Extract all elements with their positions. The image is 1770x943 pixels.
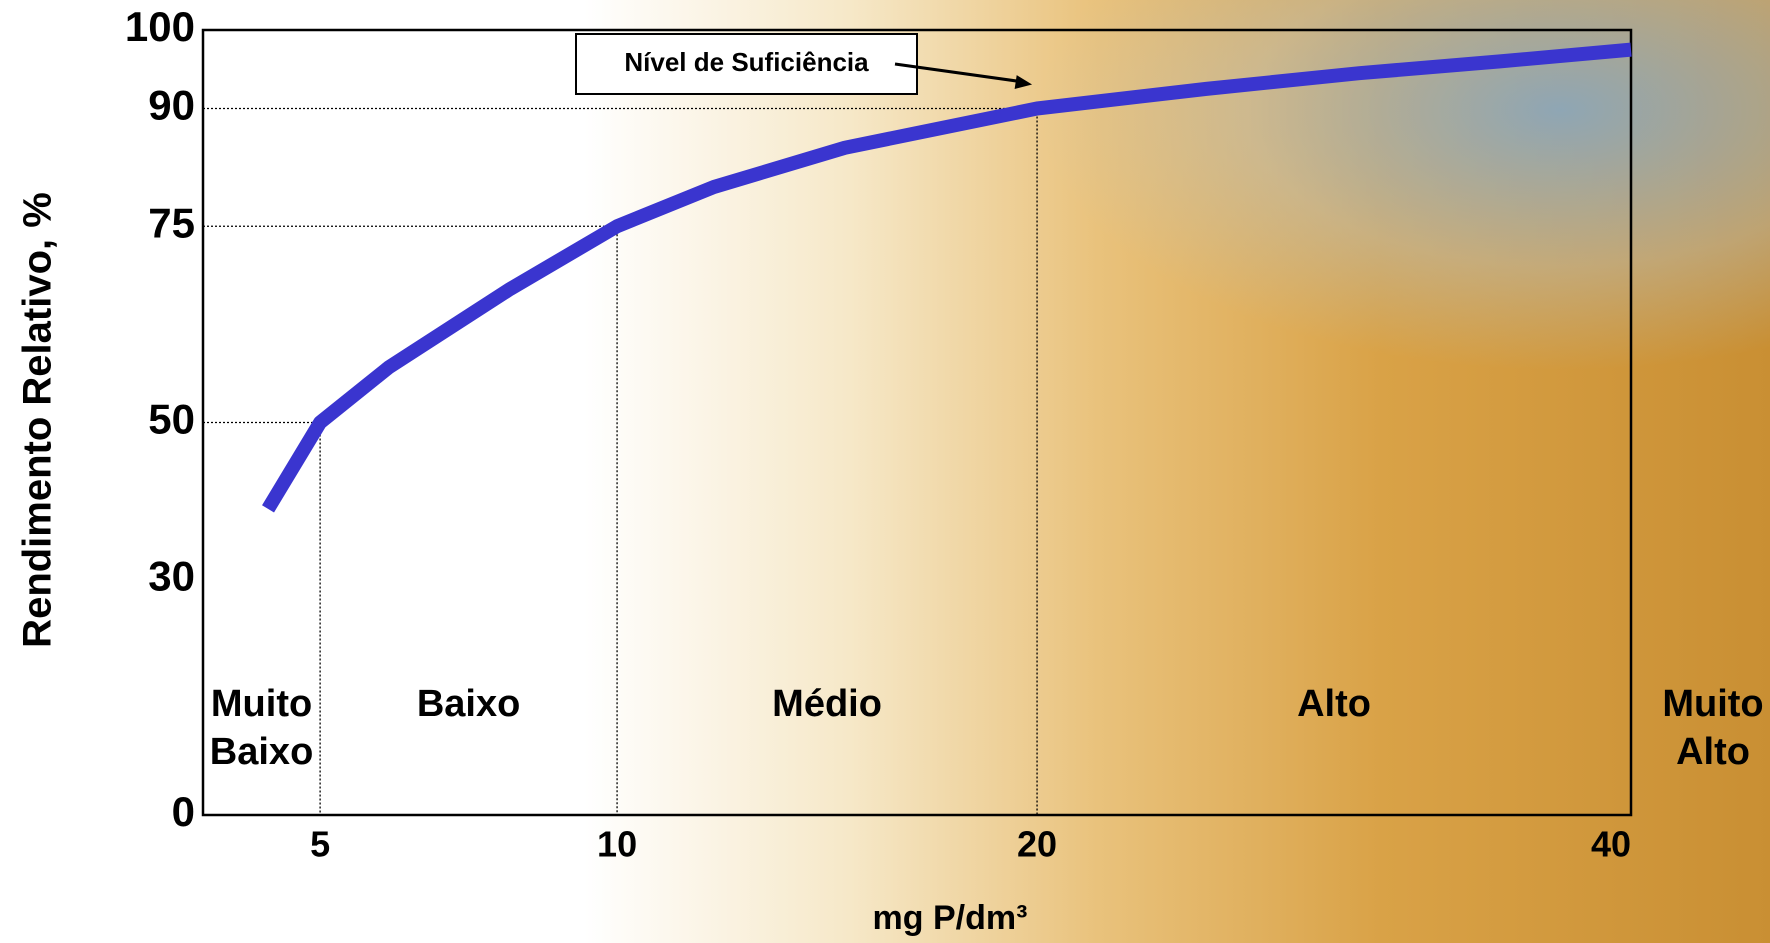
x-tick-label: 20	[1017, 824, 1057, 865]
annotation-arrowhead	[1015, 75, 1032, 89]
y-tick-label: 30	[148, 553, 195, 600]
zone-label: Baixo	[210, 731, 313, 773]
y-tick-label: 50	[148, 396, 195, 443]
x-tick-label: 40	[1591, 824, 1631, 865]
annotation-text: Nível de Suficiência	[624, 47, 869, 77]
y-tick-label: 0	[172, 788, 195, 835]
zone-label: Baixo	[417, 683, 520, 725]
zone-label: Muito	[1662, 683, 1763, 725]
x-tick-label: 10	[597, 824, 637, 865]
chart: Rendimento Relativo, % mg P/dm³ 0 30 50 75 9…	[0, 0, 1770, 943]
y-axis-title: Rendimento Relativo, %	[16, 192, 60, 648]
zone-label: Alto	[1676, 731, 1750, 773]
data-line	[268, 50, 1631, 509]
zone-label: Muito	[211, 683, 312, 725]
page: Rendimento Relativo, % mg P/dm³ 0 30 50 75 9…	[0, 0, 1770, 943]
x-axis-title: mg P/dm³	[873, 899, 1028, 937]
x-tick-label: 5	[310, 824, 330, 865]
y-tick-label: 100	[125, 3, 195, 50]
zone-label: Médio	[772, 683, 882, 725]
zone-label: Alto	[1297, 683, 1371, 725]
y-tick-label: 90	[148, 82, 195, 129]
y-tick-label: 75	[148, 199, 195, 246]
